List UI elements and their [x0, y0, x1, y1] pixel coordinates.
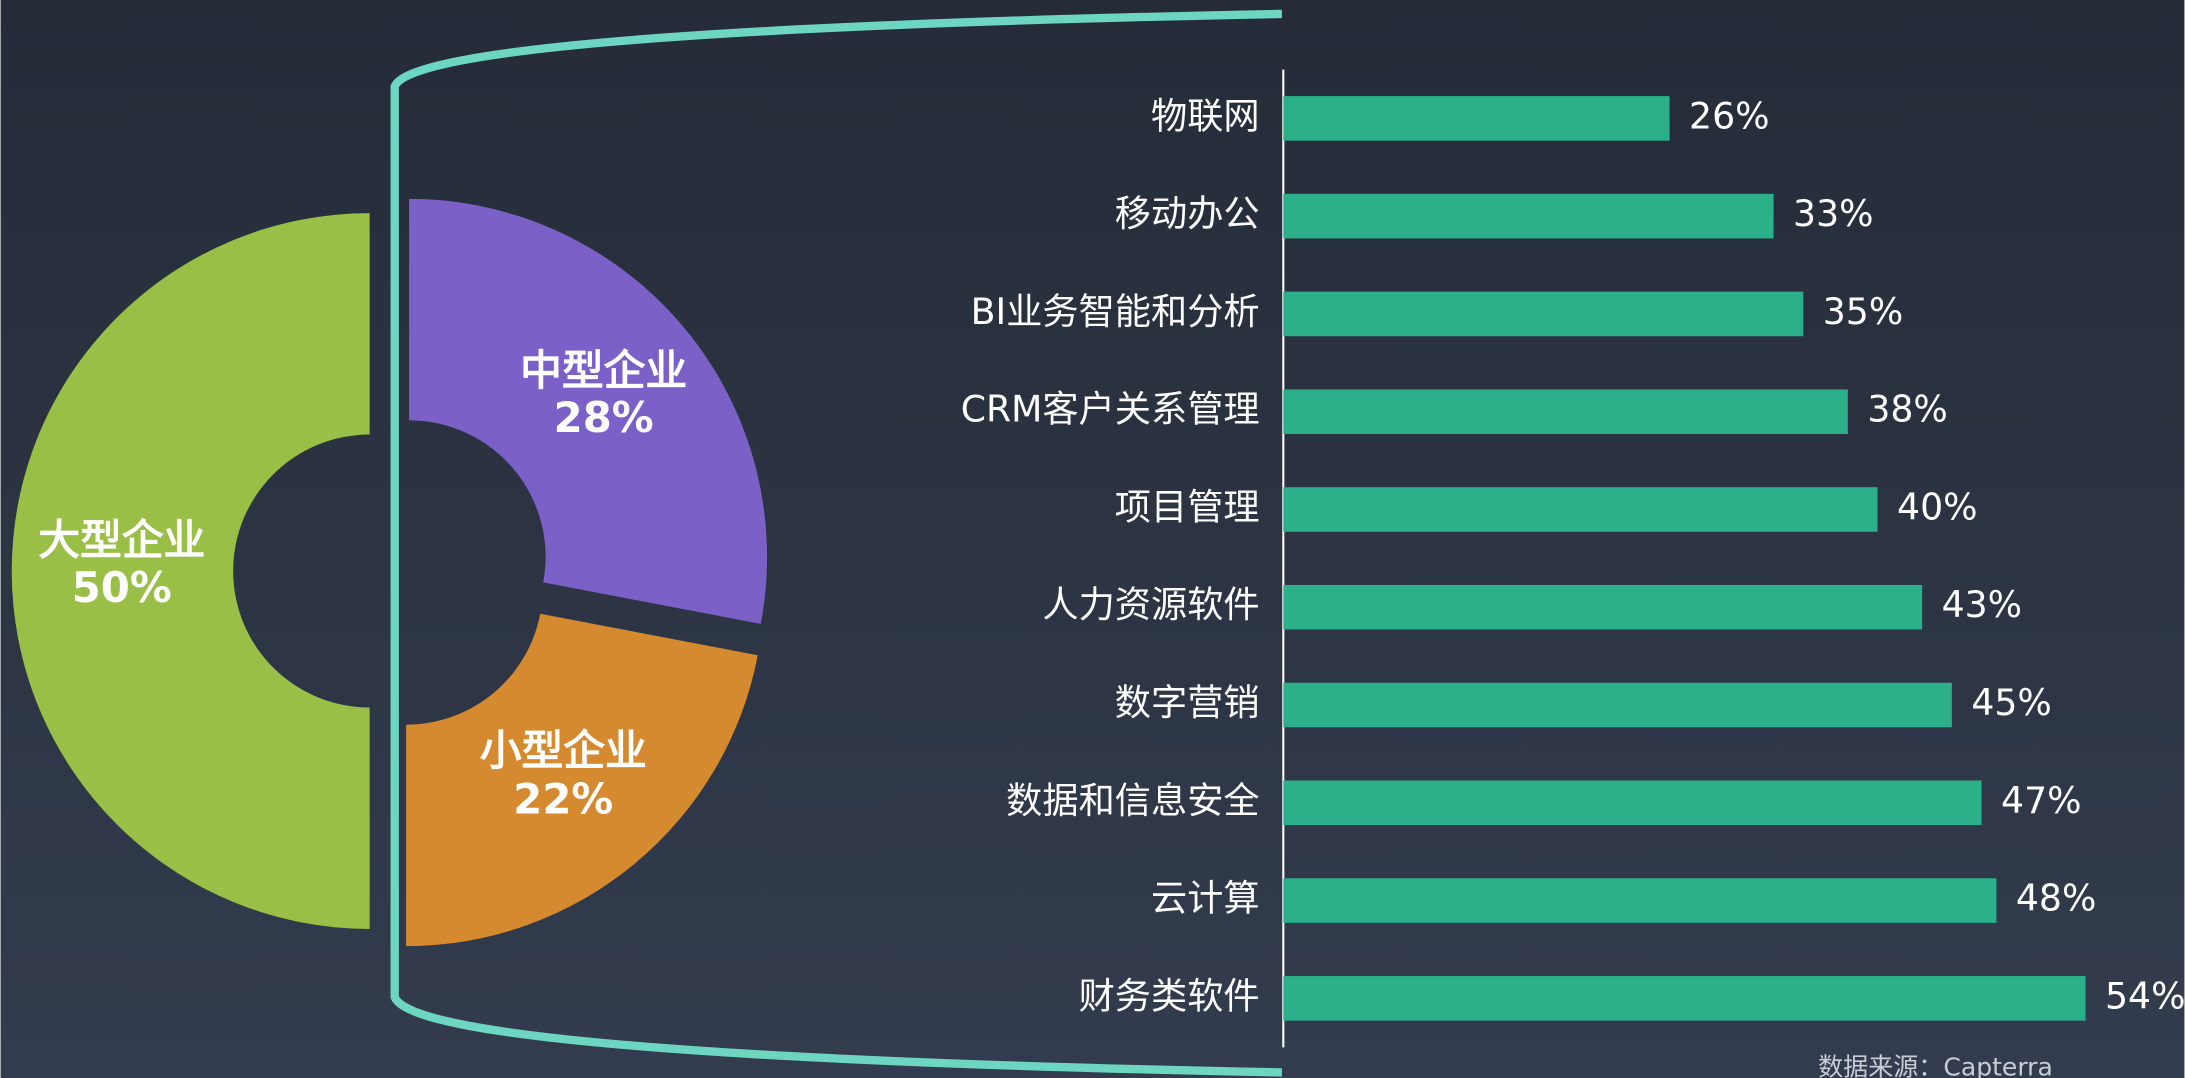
- bar-category-label: 项目管理: [1115, 485, 1260, 528]
- bar-category-label: 移动办公: [1115, 192, 1260, 235]
- bar: [1283, 487, 1878, 532]
- bar: [1283, 682, 1952, 728]
- bar-value-label: 48%: [2016, 877, 2096, 920]
- bar: [1283, 193, 1774, 239]
- bar-category-label: BI业务智能和分析: [971, 290, 1260, 333]
- slice-label: 小型企业: [480, 726, 647, 775]
- pie-slice: [11, 213, 370, 929]
- bar: [1283, 96, 1670, 141]
- bar-category-label: 人力资源软件: [1042, 583, 1259, 626]
- bar-value-label: 40%: [1897, 485, 1977, 528]
- bar-category-label: 物联网: [1151, 94, 1260, 137]
- slice-value-label: 28%: [554, 393, 654, 442]
- pie-slice: [409, 198, 768, 624]
- bar-value-label: 43%: [1942, 583, 2022, 626]
- bar: [1283, 389, 1848, 434]
- bar: [1283, 291, 1804, 337]
- bar: [1283, 584, 1923, 630]
- bar-value-label: 33%: [1793, 192, 1873, 235]
- bracket: [390, 9, 1282, 1077]
- bar-value-label: 45%: [1971, 681, 2051, 724]
- slice-value-label: 22%: [513, 775, 613, 824]
- slice-value-label: 50%: [72, 563, 172, 612]
- bar-value-label: 38%: [1867, 388, 1947, 431]
- bar: [1283, 976, 2086, 1021]
- bar: [1283, 878, 1997, 923]
- bar-value-label: 47%: [2001, 779, 2081, 822]
- bar-category-label: CRM客户关系管理: [961, 388, 1260, 431]
- bar-category-label: 数据和信息安全: [1006, 779, 1259, 822]
- bar-value-label: 35%: [1823, 290, 1903, 333]
- slice-label: 中型企业: [520, 346, 687, 395]
- bar-category-label: 云计算: [1151, 877, 1260, 920]
- slice-label: 大型企业: [38, 516, 205, 565]
- bar-category-label: 数字营销: [1115, 681, 1260, 724]
- bar-value-label: 26%: [1689, 94, 1769, 137]
- bar-value-label: 54%: [2105, 974, 2185, 1017]
- bar-category-label: 财务类软件: [1079, 974, 1260, 1017]
- source-note: 数据来源：Capterra: [1818, 1052, 2053, 1078]
- pie-slice: [406, 613, 758, 947]
- bar: [1283, 780, 1982, 826]
